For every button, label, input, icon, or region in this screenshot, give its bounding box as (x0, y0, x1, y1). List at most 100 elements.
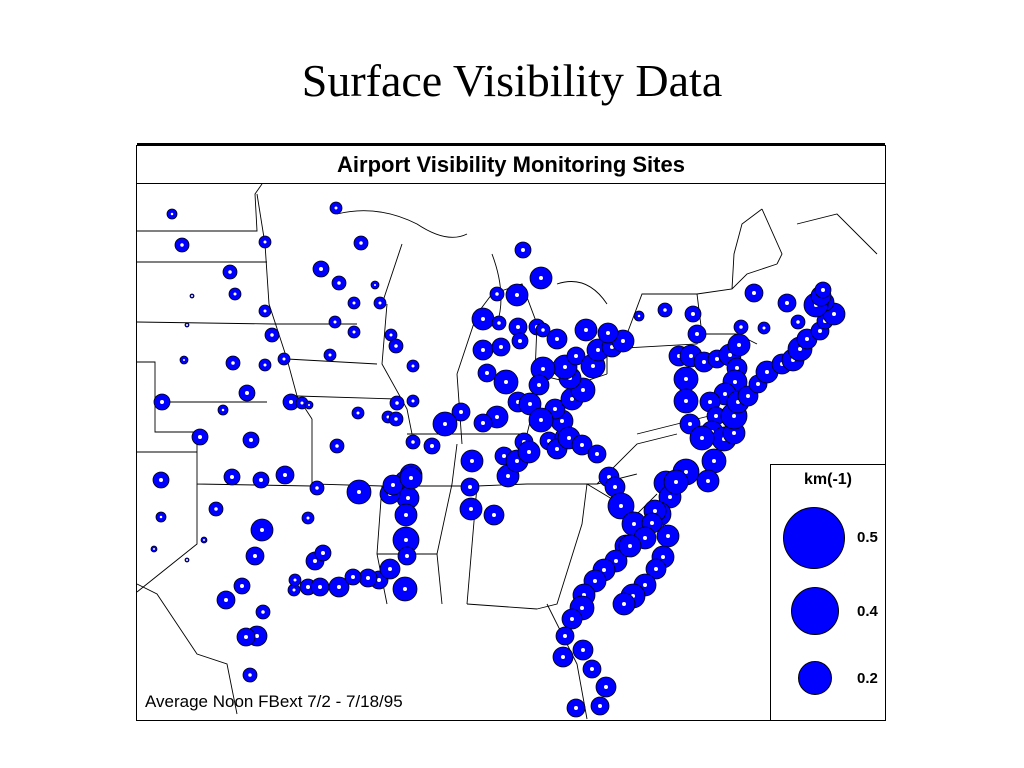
site-marker-center (606, 331, 610, 335)
site-marker-center (248, 673, 252, 677)
site-marker-center (715, 357, 719, 361)
site-marker-center (459, 410, 463, 414)
legend-item-large: 0.5 (771, 497, 885, 569)
site-marker-center (598, 704, 602, 708)
site-marker-center (443, 422, 447, 426)
site-marker-center (231, 361, 235, 365)
site-marker-center (591, 364, 595, 368)
site-marker-center (495, 415, 499, 419)
site-marker-center (821, 288, 825, 292)
site-marker-center (708, 400, 712, 404)
site-marker-center (735, 366, 739, 370)
site-marker-center (406, 496, 410, 500)
site-marker-center (668, 495, 672, 499)
site-marker-center (739, 325, 743, 329)
site-marker-center (315, 486, 319, 490)
site-marker-center (359, 241, 363, 245)
site-marker-center (263, 309, 267, 313)
site-marker-center (614, 559, 618, 563)
site-marker-center (263, 240, 267, 244)
site-marker-center (527, 450, 531, 454)
site-marker-center (560, 419, 564, 423)
site-marker-center (405, 554, 409, 558)
legend-title: km(-1) (803, 471, 852, 488)
site-marker-center (186, 324, 188, 326)
site-marker-center (481, 421, 485, 425)
site-marker-center (700, 436, 704, 440)
site-marker-center (468, 485, 472, 489)
site-marker-center (352, 301, 356, 305)
site-marker-center (389, 333, 393, 337)
site-marker-center (765, 370, 769, 374)
site-marker-center (732, 414, 736, 418)
site-marker-center (352, 330, 356, 334)
site-marker-center (497, 321, 501, 325)
site-marker-center (404, 538, 408, 542)
site-marker-center (561, 655, 565, 659)
site-marker-center (430, 444, 434, 448)
slide-title: Surface Visibility Data (301, 55, 723, 106)
site-marker-center (555, 337, 559, 341)
site-marker-center (570, 397, 574, 401)
site-marker-center (643, 583, 647, 587)
site-marker-center (351, 575, 355, 579)
site-marker-center (492, 513, 496, 517)
site-marker-center (481, 348, 485, 352)
site-marker-center (203, 539, 205, 541)
site-marker-center (723, 392, 727, 396)
site-marker-center (356, 411, 360, 415)
site-marker-center (160, 400, 164, 404)
site-marker-center (228, 270, 232, 274)
site-marker-center (684, 470, 688, 474)
site-marker-center (733, 380, 737, 384)
site-marker-center (737, 343, 741, 347)
site-marker-center (469, 507, 473, 511)
site-marker-center (260, 528, 264, 532)
site-marker-center (746, 394, 750, 398)
site-marker-center (622, 602, 626, 606)
site-marker-center (308, 404, 310, 406)
site-marker-center (728, 353, 732, 357)
site-marker-center (691, 312, 695, 316)
site-marker-center (403, 587, 407, 591)
site-marker-center (580, 443, 584, 447)
site-marker-center (798, 347, 802, 351)
site-marker-center (283, 473, 287, 477)
site-marker-center (654, 567, 658, 571)
site-marker-center (409, 476, 413, 480)
site-marker-center (619, 504, 623, 508)
site-marker-center (515, 459, 519, 463)
frame-top-rule (137, 143, 885, 145)
us-map (137, 184, 878, 720)
site-marker-center (318, 585, 322, 589)
site-marker-center (553, 407, 557, 411)
site-marker-center (628, 544, 632, 548)
legend-label-medium: 0.4 (857, 603, 878, 620)
site-marker-center (521, 248, 525, 252)
site-marker-center (485, 371, 489, 375)
site-marker-center (170, 212, 174, 216)
legend: km(-1) 0.5 0.4 0.2 (770, 464, 885, 720)
legend-circle-large (783, 507, 845, 569)
site-marker-center (259, 478, 263, 482)
site-marker-center (516, 325, 520, 329)
site-marker-center (539, 418, 543, 422)
site-marker-center (319, 267, 323, 271)
site-marker-center (388, 567, 392, 571)
site-marker-center (159, 515, 163, 519)
map-title: Airport Visibility Monitoring Sites (137, 146, 885, 184)
site-marker-center (580, 606, 584, 610)
site-marker-center (515, 293, 519, 297)
site-marker-center (702, 360, 706, 364)
site-marker-center (481, 317, 485, 321)
map-panel: Airport Visibility Monitoring Sites (136, 143, 886, 721)
site-marker-center (732, 431, 736, 435)
site-marker-center (214, 507, 218, 511)
site-marker-center (289, 400, 293, 404)
site-marker-center (502, 454, 506, 458)
site-marker-center (555, 447, 559, 451)
site-marker-center (537, 383, 541, 387)
site-marker-center (300, 401, 304, 405)
site-marker-center (198, 435, 202, 439)
site-marker-center (253, 554, 257, 558)
